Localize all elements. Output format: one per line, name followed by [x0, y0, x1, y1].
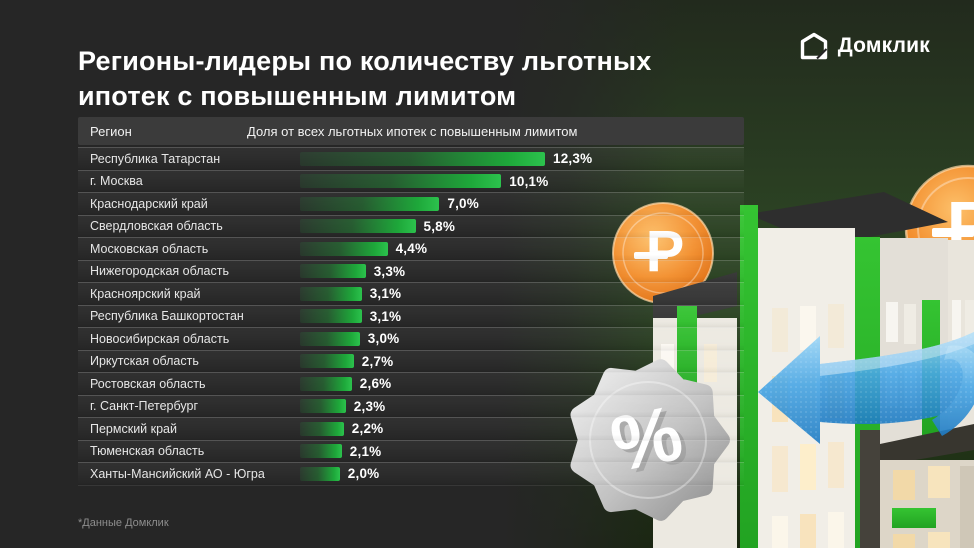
brand-logo: Домклик [799, 31, 930, 61]
page-title: Регионы-лидеры по количеству льготных ип… [78, 46, 652, 112]
table-row: Ростовская область 2,6% [78, 372, 744, 395]
region-label: Тюменская область [90, 444, 205, 459]
table-row: Республика Татарстан 12,3% [78, 147, 744, 170]
table-header: Регион Доля от всех льготных ипотек с по… [78, 117, 744, 145]
table-row: г. Санкт-Петербург 2,3% [78, 394, 744, 417]
share-bar [300, 444, 342, 459]
bar-track: 3,0% [300, 331, 744, 346]
share-value: 2,0% [347, 466, 380, 482]
bar-track: 2,2% [300, 421, 744, 436]
region-label: Краснодарский край [90, 196, 208, 211]
bar-track: 3,1% [300, 286, 744, 301]
table-row: Тюменская область 2,1% [78, 439, 744, 462]
percent-badge-icon: % % [570, 359, 730, 521]
table-body: Республика Татарстан 12,3% г. Москва 10,1% К… [78, 147, 744, 486]
column-header-region: Регион [90, 123, 132, 139]
share-bar [300, 241, 388, 256]
share-value: 2,2% [351, 421, 384, 437]
share-value: 2,3% [353, 398, 386, 414]
share-bar [300, 354, 354, 369]
share-value: 2,1% [349, 443, 382, 459]
bar-track: 3,3% [300, 264, 744, 279]
bar-track: 5,8% [300, 219, 744, 234]
table-row: Ханты-Мансийский АО - Югра 2,0% [78, 462, 744, 485]
share-value: 3,1% [369, 308, 402, 324]
column-header-share: Доля от всех льготных ипотек с повышенны… [247, 123, 578, 139]
table-row: Краснодарский край 7,0% [78, 192, 744, 215]
region-label: Московская область [90, 241, 209, 256]
region-label: Новосибирская область [90, 331, 230, 346]
share-bar [300, 421, 344, 436]
region-label: Пермский край [90, 421, 177, 436]
share-value: 3,1% [369, 286, 402, 302]
table-row: Московская область 4,4% [78, 237, 744, 260]
share-value: 7,0% [447, 196, 479, 212]
left-arrow-3d-icon [758, 332, 974, 444]
brand-logo-text: Домклик [837, 34, 930, 57]
region-label: Красноярский край [90, 286, 201, 301]
share-bar [300, 399, 346, 414]
region-label: Республика Башкортостан [90, 309, 244, 324]
region-label: г. Санкт-Петербург [90, 399, 199, 414]
bar-track: 12,3% [300, 151, 744, 166]
share-bar [300, 219, 416, 234]
bar-track: 2,7% [300, 354, 744, 369]
region-label: Нижегородская область [90, 264, 229, 279]
region-label: Свердловская область [90, 219, 223, 234]
bar-track: 3,1% [300, 309, 744, 324]
ruble-coin-icon: Р [612, 202, 714, 304]
bar-track: 7,0% [300, 196, 744, 211]
bar-track: 2,6% [300, 376, 744, 391]
share-bar [300, 151, 545, 166]
data-source-note: *Данные Домклик [78, 517, 169, 529]
bar-track: 2,0% [300, 466, 744, 481]
table-row: Нижегородская область 3,3% [78, 259, 744, 282]
share-value: 3,3% [373, 263, 406, 279]
domclick-house-icon [800, 32, 827, 60]
share-value: 10,1% [509, 173, 549, 189]
region-label: Ханты-Мансийский АО - Югра [90, 466, 265, 481]
table-row: Республика Башкортостан 3,1% [78, 304, 744, 327]
share-bar [300, 309, 362, 324]
share-bar [300, 466, 340, 481]
illustration: Р Р [570, 164, 974, 548]
region-label: Ростовская область [90, 376, 206, 391]
region-label: Иркутская область [90, 354, 199, 369]
share-bar [300, 376, 352, 391]
share-bar [300, 196, 440, 211]
apartment-building [860, 424, 974, 548]
regions-table: Регион Доля от всех льготных ипотек с по… [78, 117, 744, 486]
share-bar [300, 264, 366, 279]
svg-text:Р: Р [646, 219, 685, 284]
share-value: 3,0% [367, 331, 400, 347]
share-bar [300, 331, 360, 346]
share-value: 5,8% [423, 218, 456, 234]
table-row: Пермский край 2,2% [78, 417, 744, 440]
share-bar [300, 174, 502, 189]
table-row: Иркутская область 2,7% [78, 349, 744, 372]
share-value: 2,6% [359, 376, 392, 392]
table-row: Новосибирская область 3,0% [78, 327, 744, 350]
share-bar [300, 286, 362, 301]
share-value: 12,3% [553, 151, 593, 167]
table-row: г. Москва 10,1% [78, 169, 744, 192]
bar-track: 10,1% [300, 174, 744, 189]
share-value: 4,4% [395, 241, 428, 257]
bar-track: 2,1% [300, 444, 744, 459]
bar-track: 2,3% [300, 399, 744, 414]
table-row: Красноярский край 3,1% [78, 282, 744, 305]
region-label: г. Москва [90, 174, 143, 189]
bar-track: 4,4% [300, 241, 744, 256]
table-row: Свердловская область 5,8% [78, 214, 744, 237]
region-label: Республика Татарстан [90, 151, 221, 166]
share-value: 2,7% [361, 353, 394, 369]
